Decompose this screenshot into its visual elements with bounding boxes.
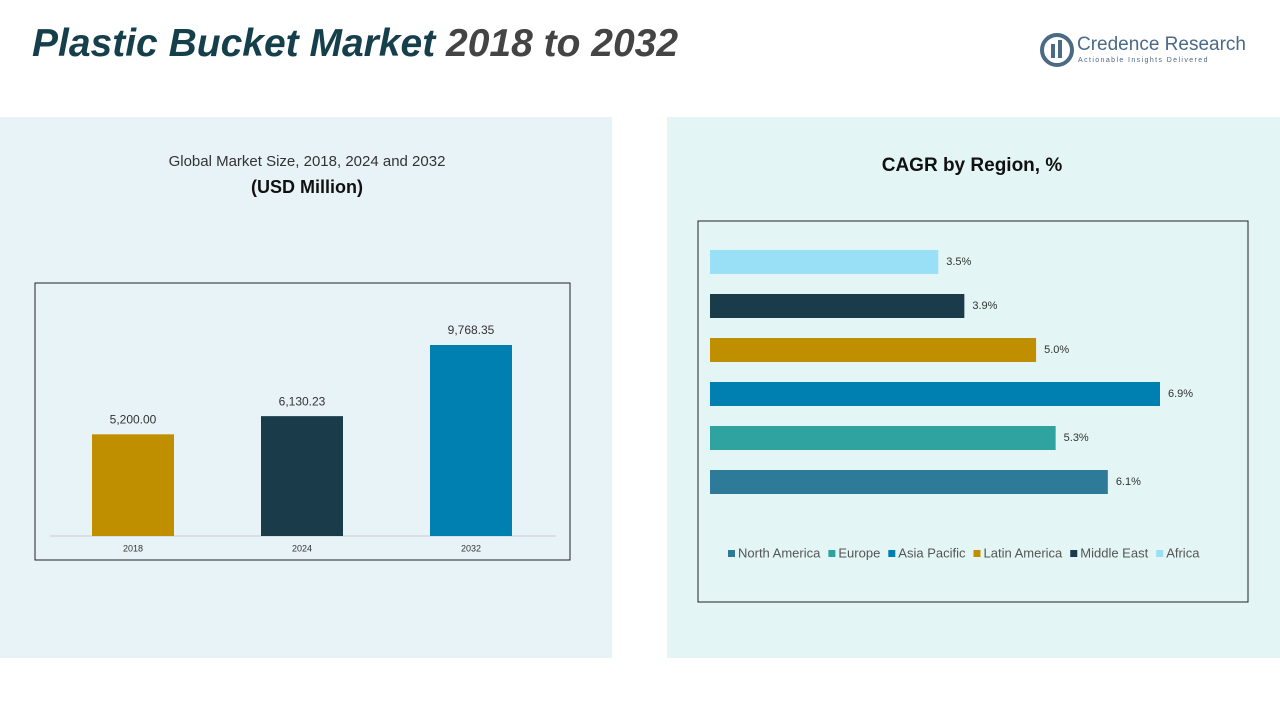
value-label: 6.1% — [1116, 476, 1141, 488]
bar — [710, 426, 1056, 450]
legend-label: Europe — [838, 545, 880, 560]
chart-title: CAGR by Region, % — [882, 155, 1063, 176]
tagline: Actionable Insights Delivered — [1078, 57, 1209, 64]
chart-frame — [34, 282, 571, 561]
legend-label: Asia Pacific — [898, 545, 966, 560]
value-label: 5.3% — [1064, 432, 1089, 444]
bar — [710, 294, 965, 318]
x-tick-label: 2024 — [292, 543, 312, 553]
legend-label: Africa — [1166, 545, 1200, 560]
bar — [710, 382, 1160, 406]
legend-swatch — [828, 550, 836, 557]
bar — [261, 416, 343, 536]
bar — [710, 250, 939, 274]
bar — [430, 345, 512, 536]
value-label: 6,130.23 — [279, 394, 326, 408]
chart-frame — [697, 220, 1249, 603]
value-label: 3.9% — [972, 300, 997, 312]
legend-swatch — [1156, 550, 1164, 557]
chart-subtitle: (USD Million) — [251, 177, 363, 197]
legend-swatch — [973, 550, 981, 557]
logo-icon — [1040, 33, 1074, 67]
value-label: 3.5% — [946, 256, 971, 268]
chart-title: Global Market Size, 2018, 2024 and 2032 — [169, 153, 446, 170]
x-tick-label: 2018 — [123, 543, 143, 553]
bar — [710, 338, 1037, 362]
value-label: 6.9% — [1168, 388, 1193, 400]
legend-swatch — [1070, 550, 1078, 557]
bar — [710, 470, 1108, 494]
value-label: 5,200.00 — [110, 412, 157, 426]
brand: Credence Research — [1077, 34, 1246, 55]
x-tick-label: 2032 — [461, 543, 481, 553]
legend-swatch — [728, 550, 735, 557]
legend-swatch — [888, 550, 896, 557]
value-label: 5.0% — [1044, 344, 1069, 356]
legend-label: North America — [738, 545, 821, 560]
logo-icon — [1051, 44, 1055, 58]
logo-icon — [1058, 40, 1062, 58]
title-years: 2018 to 2032 — [445, 22, 678, 65]
left-panel — [0, 117, 612, 658]
legend-label: Latin America — [984, 545, 1064, 560]
legend-label: Middle East — [1080, 545, 1148, 560]
title-main: Plastic Bucket Market — [32, 22, 437, 65]
value-label: 9,768.35 — [448, 323, 495, 337]
bar — [92, 434, 174, 536]
page-title: Plastic Bucket Market 2018 to 2032 — [32, 22, 678, 65]
logo: Credence Research Actionable Insights De… — [1040, 33, 1246, 67]
